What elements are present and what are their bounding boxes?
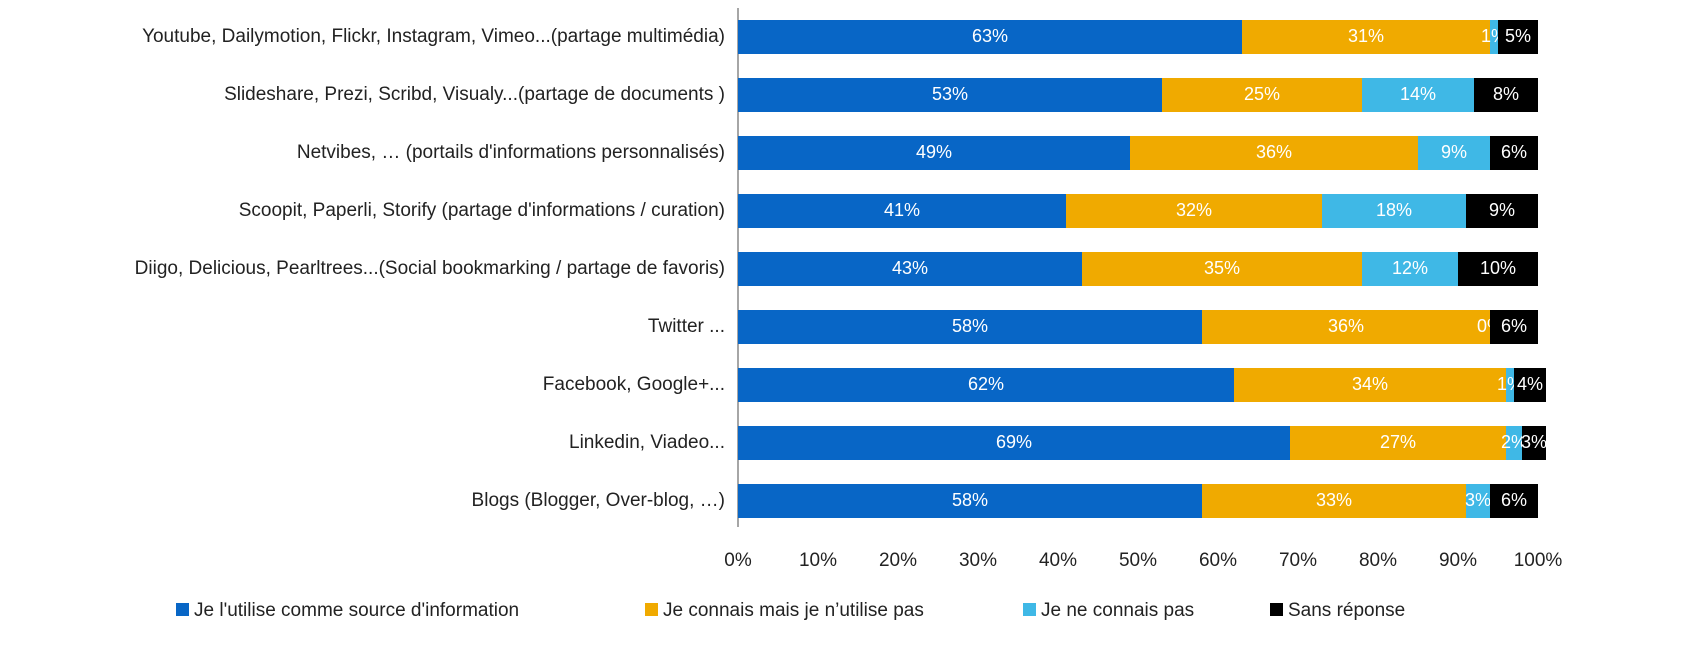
bar-segment: [1066, 194, 1322, 228]
bar-segment: [738, 368, 1234, 402]
bar-segment: [1490, 136, 1538, 170]
value-label: 8%: [1493, 84, 1519, 104]
x-tick-label: 40%: [1039, 550, 1077, 571]
bar-segment: [1362, 78, 1474, 112]
value-label: 6%: [1501, 142, 1527, 162]
x-tick-label: 100%: [1514, 550, 1563, 571]
value-label: 6%: [1501, 490, 1527, 510]
bar-segment: [738, 194, 1066, 228]
bar-segment: [1130, 136, 1418, 170]
value-label: 12%: [1392, 258, 1428, 278]
value-label: 6%: [1501, 316, 1527, 336]
bar-segment: [1322, 194, 1466, 228]
legend-label: Je connais mais je n’utilise pas: [663, 600, 924, 621]
value-label: 53%: [932, 84, 968, 104]
value-label: 34%: [1352, 374, 1388, 394]
value-label: 10%: [1480, 258, 1516, 278]
bar-segment: [1466, 484, 1490, 518]
bar-segment: [1490, 484, 1538, 518]
value-label: 62%: [968, 374, 1004, 394]
bar-segment: [738, 252, 1082, 286]
legend-swatch: [645, 603, 658, 616]
bar-segment: [1202, 484, 1466, 518]
value-label: 43%: [892, 258, 928, 278]
bar-segment: [1082, 252, 1362, 286]
legend-swatch: [176, 603, 189, 616]
x-tick-label: 70%: [1279, 550, 1317, 571]
bar-segment: [738, 78, 1162, 112]
bar-segment: [1242, 20, 1490, 54]
value-label: 36%: [1328, 316, 1364, 336]
legend-label: Sans réponse: [1288, 600, 1405, 621]
bar-segment: [1162, 78, 1362, 112]
legend-label: Je ne connais pas: [1041, 600, 1194, 621]
bar-segment: [1466, 194, 1538, 228]
x-tick-label: 30%: [959, 550, 997, 571]
bar-segment: [1458, 252, 1538, 286]
bar-segment: [1514, 368, 1546, 402]
legend-swatch: [1023, 603, 1036, 616]
value-label: 5%: [1505, 26, 1531, 46]
value-label: 58%: [952, 316, 988, 336]
legend-swatch: [1270, 603, 1283, 616]
category-label: Facebook, Google+...: [543, 374, 725, 395]
value-label: 3%: [1465, 490, 1491, 510]
bar-segment: [1202, 310, 1490, 344]
value-label: 27%: [1380, 432, 1416, 452]
category-label: Scoopit, Paperli, Storify (partage d'inf…: [239, 200, 725, 221]
value-label: 14%: [1400, 84, 1436, 104]
category-label: Slideshare, Prezi, Scribd, Visualy...(pa…: [224, 84, 725, 105]
bar-segment: [1362, 252, 1458, 286]
bar-segment: [738, 136, 1130, 170]
bar-segment: [1418, 136, 1490, 170]
category-label: Twitter ...: [648, 316, 725, 337]
bar-segment: [1490, 20, 1498, 54]
value-label: 41%: [884, 200, 920, 220]
value-label: 9%: [1489, 200, 1515, 220]
x-tick-label: 0%: [724, 550, 752, 571]
category-label: Blogs (Blogger, Over-blog, …): [472, 490, 725, 511]
value-label: 32%: [1176, 200, 1212, 220]
bar-segment: [1290, 426, 1506, 460]
x-tick-label: 80%: [1359, 550, 1397, 571]
bar-segment: [738, 484, 1202, 518]
bar-segment: [1490, 310, 1538, 344]
bar-segment: [1506, 368, 1514, 402]
value-label: 36%: [1256, 142, 1292, 162]
value-label: 9%: [1441, 142, 1467, 162]
value-label: 35%: [1204, 258, 1240, 278]
bar-segment: [1506, 426, 1522, 460]
x-tick-label: 90%: [1439, 550, 1477, 571]
x-tick-label: 20%: [879, 550, 917, 571]
value-label: 4%: [1517, 374, 1543, 394]
bar-segment: [1522, 426, 1546, 460]
value-label: 33%: [1316, 490, 1352, 510]
value-label: 58%: [952, 490, 988, 510]
legend-label: Je l'utilise comme source d'information: [194, 600, 519, 621]
bar-segment: [738, 310, 1202, 344]
bar-segment: [1234, 368, 1506, 402]
value-label: 63%: [972, 26, 1008, 46]
x-tick-label: 60%: [1199, 550, 1237, 571]
bar-segment: [738, 426, 1290, 460]
bar-segment: [1498, 20, 1538, 54]
category-label: Youtube, Dailymotion, Flickr, Instagram,…: [142, 26, 725, 47]
category-label: Linkedin, Viadeo...: [569, 432, 725, 453]
category-label: Diigo, Delicious, Pearltrees...(Social b…: [135, 258, 725, 279]
value-label: 3%: [1521, 432, 1547, 452]
bar-segment: [1474, 78, 1538, 112]
value-label: 2%: [1501, 432, 1527, 452]
value-label: 69%: [996, 432, 1032, 452]
value-label: 49%: [916, 142, 952, 162]
value-label: 25%: [1244, 84, 1280, 104]
category-label: Netvibes, … (portails d'informations per…: [297, 142, 725, 163]
x-tick-label: 10%: [799, 550, 837, 571]
x-tick-label: 50%: [1119, 550, 1157, 571]
bar-segment: [738, 20, 1242, 54]
value-label: 18%: [1376, 200, 1412, 220]
value-label: 31%: [1348, 26, 1384, 46]
